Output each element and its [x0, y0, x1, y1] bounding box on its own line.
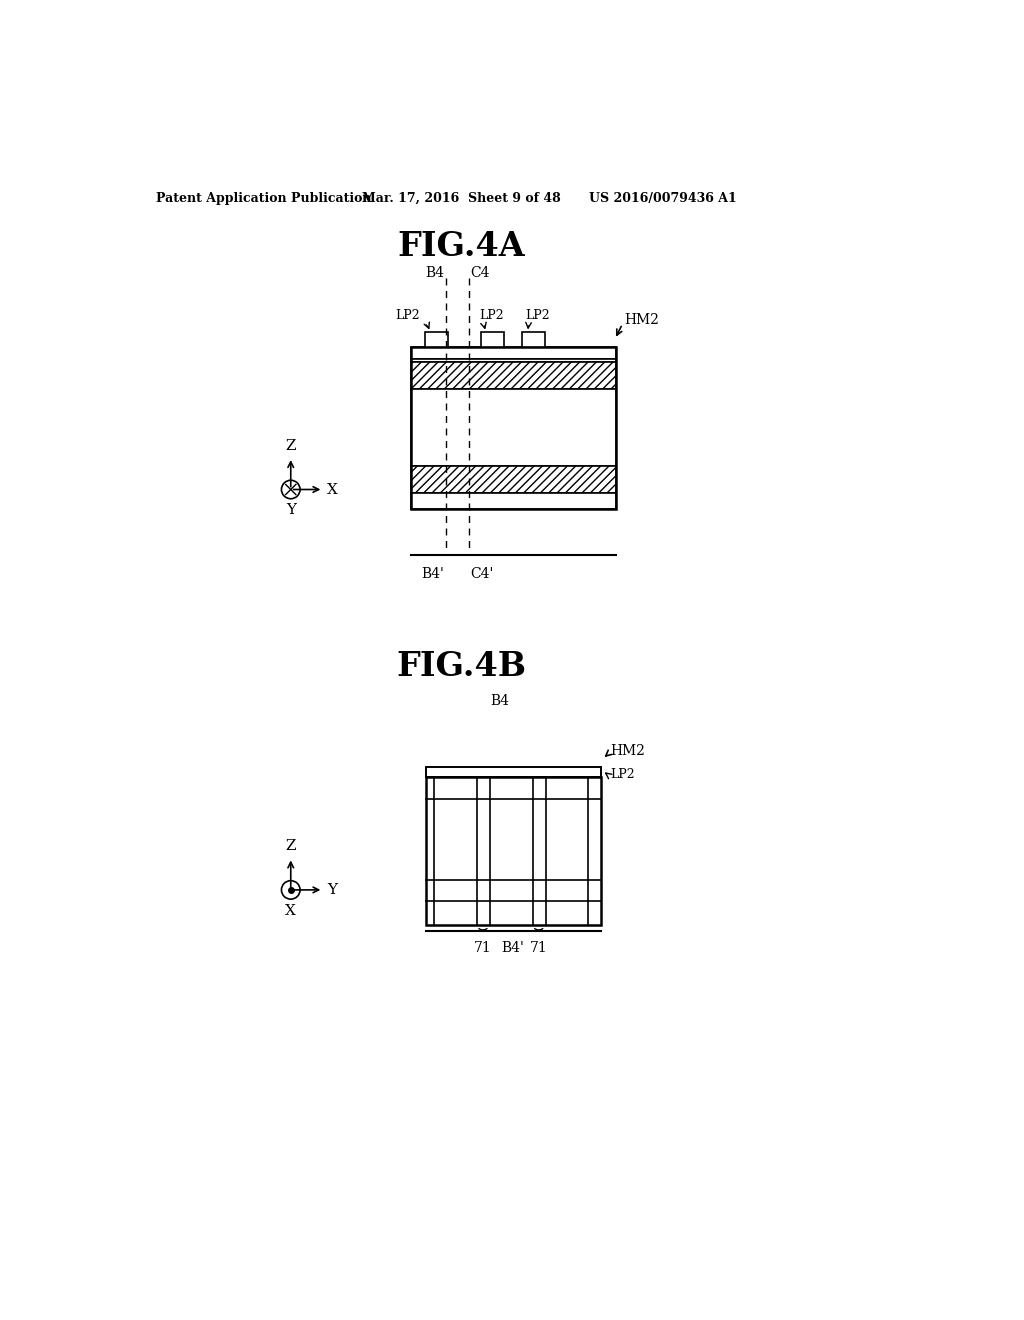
Text: Patent Application Publication: Patent Application Publication — [156, 191, 372, 205]
Bar — [411, 494, 616, 508]
Text: B4: B4 — [425, 267, 444, 280]
Bar — [426, 767, 601, 777]
Text: HM2: HM2 — [610, 744, 645, 758]
Text: C4': C4' — [471, 566, 494, 581]
Text: LP2: LP2 — [479, 309, 504, 322]
Text: Mar. 17, 2016  Sheet 9 of 48: Mar. 17, 2016 Sheet 9 of 48 — [361, 191, 560, 205]
Text: Y: Y — [286, 503, 296, 517]
Text: Z: Z — [286, 840, 296, 853]
Text: Z: Z — [286, 438, 296, 453]
Bar — [434, 799, 477, 880]
Text: B4': B4' — [502, 941, 524, 954]
Bar — [411, 347, 616, 508]
Bar — [426, 777, 601, 799]
Bar — [411, 363, 616, 389]
Bar — [411, 347, 616, 359]
Text: US 2016/0079436 A1: US 2016/0079436 A1 — [589, 191, 736, 205]
Text: B4: B4 — [490, 694, 510, 709]
Bar — [426, 799, 601, 880]
Bar — [426, 902, 601, 924]
Text: X: X — [328, 483, 338, 496]
Text: C4: C4 — [471, 267, 490, 280]
Bar — [411, 466, 616, 494]
Text: Y: Y — [328, 883, 337, 896]
Bar — [411, 359, 616, 363]
Bar — [489, 799, 532, 880]
Text: HM2: HM2 — [624, 313, 658, 327]
Text: FIG.4B: FIG.4B — [396, 651, 526, 684]
Bar — [521, 331, 545, 347]
Bar — [426, 777, 601, 924]
Text: B4': B4' — [421, 566, 444, 581]
Text: 71: 71 — [529, 941, 548, 956]
Text: X: X — [286, 904, 296, 917]
Bar — [426, 767, 601, 777]
Bar — [546, 799, 589, 880]
Text: 71: 71 — [474, 941, 492, 956]
Text: LP2: LP2 — [610, 768, 635, 781]
Text: LP2: LP2 — [525, 309, 550, 322]
Text: LP2: LP2 — [395, 309, 420, 322]
Bar — [425, 331, 449, 347]
Bar — [411, 389, 616, 466]
Bar — [480, 331, 504, 347]
Bar — [426, 880, 601, 902]
Text: FIG.4A: FIG.4A — [397, 231, 525, 264]
